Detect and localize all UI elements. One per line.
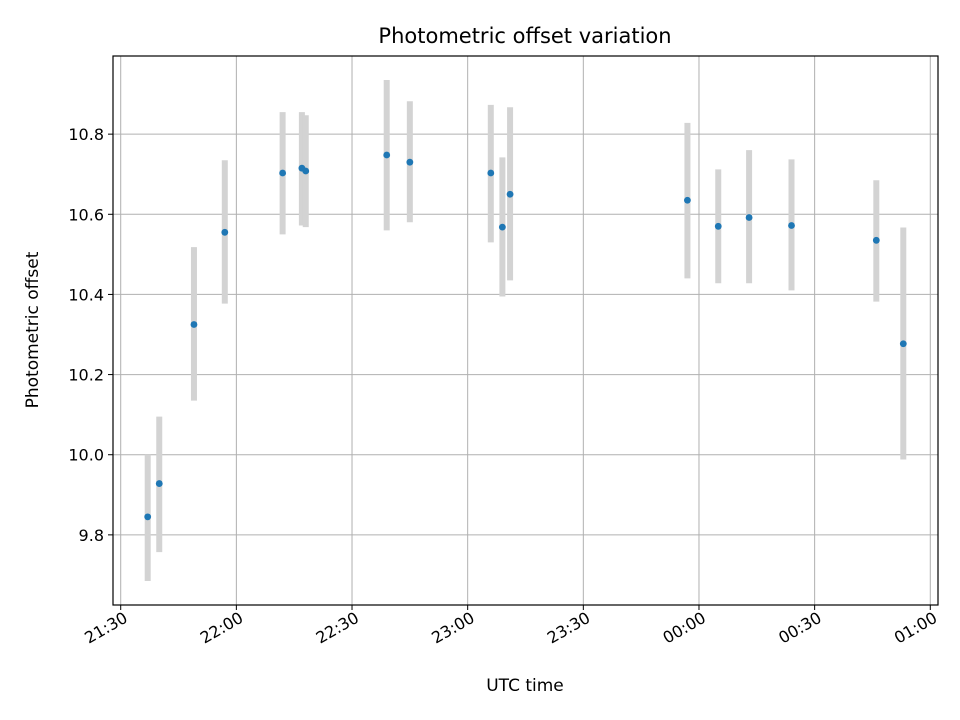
- data-point: [155, 480, 163, 487]
- data-point: [788, 222, 795, 229]
- x-axis: 21:30 22:00 22:30 23:00 23:30 00:00 00:30 01:00: [81, 605, 940, 648]
- data-point: [383, 151, 391, 159]
- y-tick-label: 9.8: [79, 526, 104, 545]
- data-point: [190, 321, 198, 328]
- data-point: [872, 236, 880, 244]
- x-tick-label: 00:00: [660, 608, 709, 648]
- y-tick-label: 10.2: [68, 366, 104, 385]
- x-tick-label: 21:30: [81, 608, 130, 648]
- plot-background: [113, 56, 938, 605]
- data-point: [487, 169, 495, 177]
- data-point: [221, 228, 229, 236]
- data-point: [498, 223, 506, 231]
- y-axis: 9.8 10.0 10.2 10.4 10.6 10.8: [68, 125, 113, 545]
- data-point: [406, 158, 414, 166]
- y-tick-label: 10.6: [68, 205, 104, 224]
- data-point: [745, 214, 753, 221]
- data-point: [144, 513, 152, 521]
- data-point: [302, 167, 310, 175]
- y-tick-label: 10.8: [68, 125, 104, 144]
- x-tick-label: 00:30: [775, 608, 824, 648]
- plot-frame: [112, 55, 939, 606]
- data-point: [684, 196, 691, 204]
- grid: [113, 56, 938, 605]
- x-axis-title: UTC time: [486, 676, 564, 696]
- data-point: [506, 190, 514, 198]
- x-tick-label: 22:00: [197, 608, 246, 648]
- y-tick-label: 10.4: [68, 285, 104, 304]
- data-points: [144, 151, 907, 521]
- x-tick-label: 22:30: [313, 608, 362, 648]
- x-tick-label: 23:00: [428, 608, 477, 648]
- chart-title: Photometric offset variation: [378, 24, 671, 48]
- y-tick-label: 10.0: [68, 446, 104, 465]
- data-point: [279, 169, 287, 177]
- y-axis-title: Photometric offset: [23, 251, 43, 408]
- data-point: [899, 340, 907, 348]
- x-tick-label: 23:30: [544, 608, 593, 648]
- data-point: [714, 222, 722, 230]
- x-tick-label: 01:00: [891, 608, 940, 648]
